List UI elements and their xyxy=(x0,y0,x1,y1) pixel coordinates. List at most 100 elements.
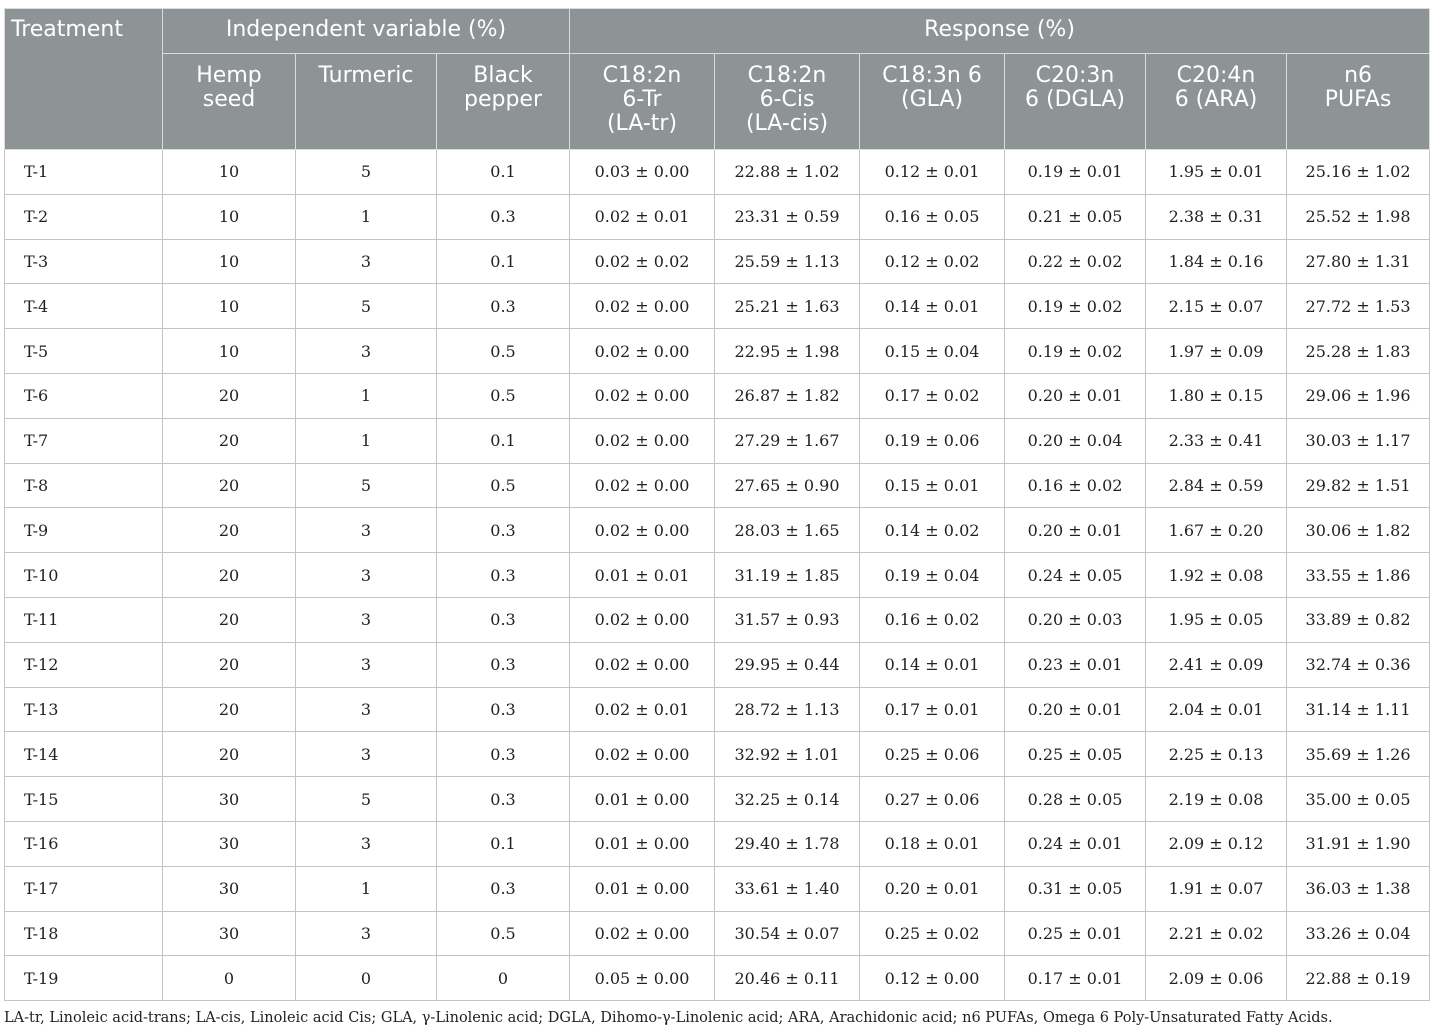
cell-black-pepper: 0.5 xyxy=(435,372,571,419)
column-header-ara: C20:4n 6 (ARA) xyxy=(1145,53,1288,150)
cell-dgla: 0.17 ± 0.01 xyxy=(1004,955,1147,1002)
cell-la-cis: 22.88 ± 1.02 xyxy=(714,149,861,195)
cell-la-cis: 29.95 ± 0.44 xyxy=(714,641,861,688)
cell-n6-pufas: 31.91 ± 1.90 xyxy=(1286,820,1431,867)
cell-la-tr: 0.01 ± 0.00 xyxy=(569,820,716,867)
cell-la-tr: 0.05 ± 0.00 xyxy=(569,955,716,1002)
column-header-line: pepper xyxy=(464,87,543,112)
cell-turmeric: 3 xyxy=(295,686,437,733)
treatment-cell: T-3 xyxy=(4,238,163,285)
cell-turmeric: 5 xyxy=(295,283,437,330)
cell-hemp-seed: 10 xyxy=(162,238,296,285)
cell-hemp-seed: 10 xyxy=(162,328,296,374)
column-header-line: PUFAs xyxy=(1324,87,1392,112)
treatment-cell: T-17 xyxy=(4,865,163,912)
cell-n6-pufas: 33.89 ± 0.82 xyxy=(1286,596,1431,643)
column-header-line: 6-Tr xyxy=(622,87,662,112)
cell-n6-pufas: 32.74 ± 0.36 xyxy=(1286,641,1431,688)
cell-dgla: 0.19 ± 0.02 xyxy=(1004,283,1147,330)
cell-ara: 2.41 ± 0.09 xyxy=(1145,641,1288,688)
cell-ara: 1.67 ± 0.20 xyxy=(1145,507,1288,554)
cell-ara: 2.15 ± 0.07 xyxy=(1145,283,1288,330)
cell-black-pepper: 0.3 xyxy=(435,507,571,554)
cell-ara: 2.25 ± 0.13 xyxy=(1145,731,1288,778)
table-footnote: LA-tr, Linoleic acid-trans; LA-cis, Lino… xyxy=(4,1010,1333,1026)
table-row: T-2 10 1 0.3 0.02 ± 0.01 23.31 ± 0.59 0.16 ± 0… xyxy=(4,193,1431,240)
column-header-line: C18:3n 6 xyxy=(882,63,982,88)
response-header: Response (%) xyxy=(569,8,1431,54)
cell-ara: 1.97 ± 0.09 xyxy=(1145,328,1288,374)
cell-black-pepper: 0.1 xyxy=(435,238,571,285)
cell-la-tr: 0.02 ± 0.00 xyxy=(569,910,716,957)
cell-black-pepper: 0.3 xyxy=(435,731,571,778)
cell-black-pepper: 0.5 xyxy=(435,462,571,509)
cell-black-pepper: 0.3 xyxy=(435,641,571,688)
cell-la-tr: 0.02 ± 0.00 xyxy=(569,731,716,778)
cell-hemp-seed: 30 xyxy=(162,776,296,822)
column-header-line: n6 xyxy=(1344,63,1373,88)
cell-hemp-seed: 10 xyxy=(162,193,296,240)
cell-turmeric: 3 xyxy=(295,328,437,374)
table-row: T-6 20 1 0.5 0.02 ± 0.00 26.87 ± 1.82 0.17 ± 0… xyxy=(4,372,1431,419)
cell-black-pepper: 0.5 xyxy=(435,910,571,957)
table-row: T-1 10 5 0.1 0.03 ± 0.00 22.88 ± 1.02 0.12 ± 0… xyxy=(4,149,1431,195)
cell-turmeric: 1 xyxy=(295,193,437,240)
cell-hemp-seed: 20 xyxy=(162,462,296,509)
table-row: T-12 20 3 0.3 0.02 ± 0.00 29.95 ± 0.44 0.14 ± … xyxy=(4,641,1431,688)
cell-dgla: 0.24 ± 0.05 xyxy=(1004,552,1147,598)
cell-ara: 1.92 ± 0.08 xyxy=(1145,552,1288,598)
cell-hemp-seed: 0 xyxy=(162,955,296,1002)
cell-hemp-seed: 30 xyxy=(162,910,296,957)
cell-gla: 0.17 ± 0.02 xyxy=(859,372,1006,419)
column-header-gla: C18:3n 6 (GLA) xyxy=(859,53,1006,150)
cell-gla: 0.14 ± 0.01 xyxy=(859,283,1006,330)
cell-n6-pufas: 30.06 ± 1.82 xyxy=(1286,507,1431,554)
cell-la-tr: 0.02 ± 0.02 xyxy=(569,238,716,285)
cell-la-tr: 0.02 ± 0.00 xyxy=(569,596,716,643)
cell-n6-pufas: 29.82 ± 1.51 xyxy=(1286,462,1431,509)
cell-gla: 0.17 ± 0.01 xyxy=(859,686,1006,733)
table-row: T-13 20 3 0.3 0.02 ± 0.01 28.72 ± 1.13 0.17 ± … xyxy=(4,686,1431,733)
cell-ara: 2.21 ± 0.02 xyxy=(1145,910,1288,957)
cell-dgla: 0.19 ± 0.01 xyxy=(1004,149,1147,195)
table-row: T-5 10 3 0.5 0.02 ± 0.00 22.95 ± 1.98 0.15 ± 0… xyxy=(4,328,1431,374)
cell-black-pepper: 0.3 xyxy=(435,283,571,330)
cell-black-pepper: 0.3 xyxy=(435,552,571,598)
table-body: T-1 10 5 0.1 0.03 ± 0.00 22.88 ± 1.02 0.12 ± 0… xyxy=(4,149,1431,1002)
cell-gla: 0.20 ± 0.01 xyxy=(859,865,1006,912)
cell-gla: 0.18 ± 0.01 xyxy=(859,820,1006,867)
cell-la-cis: 25.21 ± 1.63 xyxy=(714,283,861,330)
table-row: T-18 30 3 0.5 0.02 ± 0.00 30.54 ± 0.07 0.25 ± … xyxy=(4,910,1431,957)
cell-ara: 2.38 ± 0.31 xyxy=(1145,193,1288,240)
table-row: T-8 20 5 0.5 0.02 ± 0.00 27.65 ± 0.90 0.15 ± 0… xyxy=(4,462,1431,509)
cell-gla: 0.19 ± 0.06 xyxy=(859,417,1006,464)
cell-ara: 1.80 ± 0.15 xyxy=(1145,372,1288,419)
column-header-hemp-seed: Hemp seed xyxy=(162,53,296,150)
cell-turmeric: 3 xyxy=(295,820,437,867)
cell-gla: 0.12 ± 0.00 xyxy=(859,955,1006,1002)
cell-la-tr: 0.02 ± 0.00 xyxy=(569,328,716,374)
cell-n6-pufas: 35.69 ± 1.26 xyxy=(1286,731,1431,778)
cell-la-cis: 27.65 ± 0.90 xyxy=(714,462,861,509)
cell-ara: 1.95 ± 0.01 xyxy=(1145,149,1288,195)
cell-hemp-seed: 20 xyxy=(162,731,296,778)
cell-la-tr: 0.02 ± 0.00 xyxy=(569,372,716,419)
treatment-header: Treatment xyxy=(4,8,163,150)
cell-dgla: 0.16 ± 0.02 xyxy=(1004,462,1147,509)
cell-turmeric: 3 xyxy=(295,238,437,285)
cell-la-tr: 0.02 ± 0.00 xyxy=(569,417,716,464)
column-header-line: C18:2n xyxy=(747,63,827,88)
table-row: T-19 0 0 0 0.05 ± 0.00 20.46 ± 0.11 0.12 ± 0.0… xyxy=(4,955,1431,1002)
treatment-cell: T-12 xyxy=(4,641,163,688)
cell-n6-pufas: 22.88 ± 0.19 xyxy=(1286,955,1431,1002)
column-header-line: 6 (ARA) xyxy=(1174,87,1258,112)
cell-gla: 0.12 ± 0.01 xyxy=(859,149,1006,195)
cell-la-cis: 33.61 ± 1.40 xyxy=(714,865,861,912)
column-header-turmeric: Turmeric xyxy=(295,53,437,150)
cell-n6-pufas: 36.03 ± 1.38 xyxy=(1286,865,1431,912)
cell-n6-pufas: 35.00 ± 0.05 xyxy=(1286,776,1431,822)
cell-ara: 2.09 ± 0.12 xyxy=(1145,820,1288,867)
cell-la-tr: 0.01 ± 0.00 xyxy=(569,776,716,822)
cell-dgla: 0.20 ± 0.01 xyxy=(1004,507,1147,554)
treatment-cell: T-8 xyxy=(4,462,163,509)
